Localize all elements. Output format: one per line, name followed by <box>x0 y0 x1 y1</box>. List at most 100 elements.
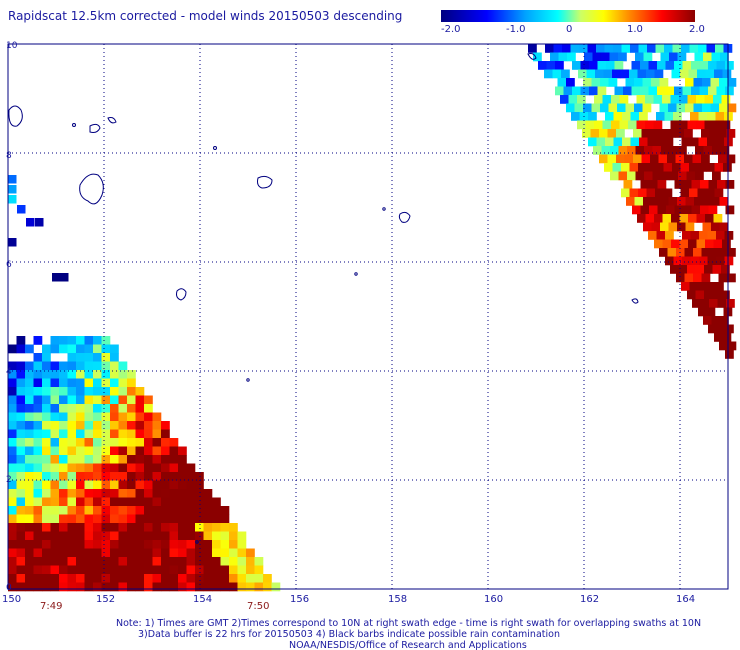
data-cell <box>8 387 17 396</box>
data-cell <box>84 531 94 541</box>
data-cell <box>16 370 26 379</box>
data-cell <box>634 103 643 113</box>
data-cell <box>118 574 128 583</box>
data-cell <box>25 429 34 439</box>
data-cell <box>714 188 724 198</box>
data-cell <box>178 506 187 515</box>
data-cell <box>721 265 730 274</box>
note-line-1: Note: 1) Times are GMT 2)Times correspon… <box>116 618 701 629</box>
data-cell <box>656 137 665 147</box>
data-cell <box>642 78 652 87</box>
data-cell <box>684 273 694 283</box>
data-cell <box>679 239 689 249</box>
data-cell <box>621 44 631 53</box>
data-cell <box>50 523 60 532</box>
data-cell <box>59 446 68 456</box>
data-cell <box>696 95 705 104</box>
data-cell <box>600 78 609 87</box>
data-cell <box>93 446 102 456</box>
data-cell <box>195 514 204 524</box>
data-cell <box>169 455 179 464</box>
data-cell <box>101 370 111 379</box>
data-cell <box>169 548 179 558</box>
data-cell <box>76 574 85 583</box>
data-cell <box>694 197 703 206</box>
data-cell <box>25 463 34 473</box>
data-cell <box>630 44 639 53</box>
data-cell <box>680 188 690 198</box>
data-cell <box>67 463 77 473</box>
data-cell <box>33 565 43 575</box>
data-cell <box>712 146 721 155</box>
data-cell <box>16 361 26 371</box>
data-cell <box>8 238 17 247</box>
data-cell <box>599 129 608 138</box>
data-cell <box>50 548 60 558</box>
data-cell <box>127 548 136 558</box>
data-cell <box>674 86 683 96</box>
data-cell <box>59 387 68 396</box>
data-cell <box>676 273 685 283</box>
data-cell <box>8 370 17 379</box>
data-cell <box>110 540 119 549</box>
data-cell <box>638 163 647 172</box>
data-cell <box>690 231 700 240</box>
data-cell <box>110 565 119 575</box>
colorbar-label-max: 2.0 <box>689 24 705 35</box>
data-cell <box>59 557 68 566</box>
data-cell <box>67 582 77 592</box>
data-cell <box>59 489 68 498</box>
data-cell <box>710 103 720 113</box>
data-cell <box>144 523 153 532</box>
data-cell <box>652 171 662 181</box>
data-cell <box>127 446 136 456</box>
data-cell <box>101 421 111 430</box>
data-cell <box>101 378 111 388</box>
data-cell <box>127 480 136 490</box>
data-cell <box>67 387 77 396</box>
data-cell <box>574 103 584 113</box>
data-cell <box>101 557 111 566</box>
data-cell <box>152 489 162 498</box>
data-cell <box>25 370 34 379</box>
data-cell <box>118 463 128 473</box>
data-cell <box>101 531 111 541</box>
data-cell <box>135 421 145 430</box>
data-cell <box>691 61 700 70</box>
data-cell <box>706 44 716 53</box>
data-cell <box>698 282 707 291</box>
data-cell <box>580 86 590 96</box>
data-cell <box>101 412 111 422</box>
data-cell <box>169 489 179 498</box>
data-cell <box>633 129 642 138</box>
data-cell <box>237 531 247 541</box>
data-cell <box>59 565 68 575</box>
data-cell <box>135 514 145 524</box>
data-cell <box>93 378 102 388</box>
data-cell <box>178 574 187 583</box>
data-cell <box>725 205 735 215</box>
data-cell <box>93 463 102 473</box>
data-cell <box>67 455 77 464</box>
data-cell <box>25 421 34 430</box>
data-cell <box>93 361 102 371</box>
data-cell <box>67 540 77 549</box>
data-cell <box>161 565 170 575</box>
data-cell <box>630 137 640 147</box>
data-cell <box>592 52 602 62</box>
data-cell <box>702 197 712 206</box>
data-cell <box>16 463 26 473</box>
data-cell <box>695 146 704 155</box>
data-cell <box>643 197 652 206</box>
data-cell <box>127 404 136 413</box>
data-cell <box>708 61 717 70</box>
data-cell <box>110 438 119 447</box>
data-cell <box>101 489 111 498</box>
data-cell <box>212 557 221 566</box>
data-cell <box>186 565 196 575</box>
data-cell <box>76 540 85 549</box>
data-cell <box>186 531 196 541</box>
data-cell <box>702 103 711 113</box>
data-cell <box>50 421 60 430</box>
data-cell <box>84 446 94 456</box>
